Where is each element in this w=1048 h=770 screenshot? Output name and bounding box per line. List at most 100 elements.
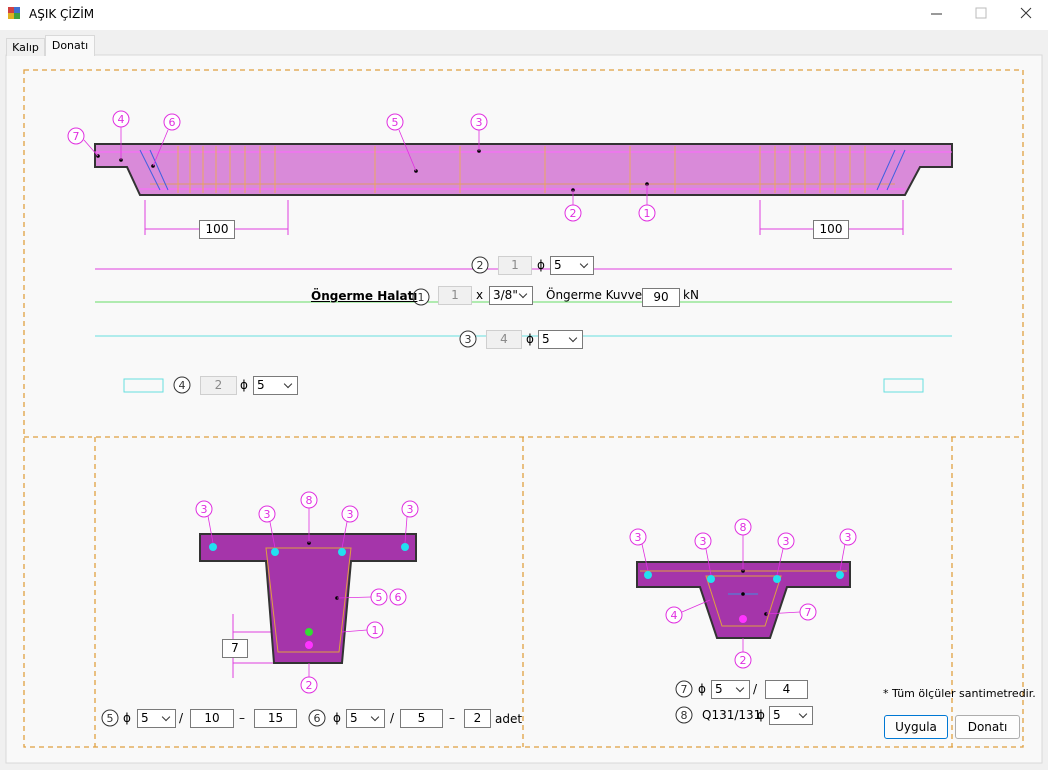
callout-circle	[459, 330, 477, 348]
tab[interactable]: Kalıp	[6, 38, 45, 56]
diagonal-stirrup	[876, 149, 896, 191]
callout-label: 2	[740, 654, 747, 667]
callout-label: 3	[347, 508, 354, 521]
diameter-select[interactable]: 5	[538, 330, 583, 349]
callout-label: 5	[376, 591, 383, 604]
diameter-select[interactable]: 5	[253, 376, 298, 395]
spacing-input[interactable]: 5	[400, 709, 443, 728]
count-input[interactable]: 2	[200, 376, 237, 395]
strand-label: Öngerme Halatı	[311, 289, 418, 303]
callout-label: 2	[306, 679, 313, 692]
apply-button[interactable]: Uygula	[884, 715, 948, 739]
callout-circle	[341, 505, 359, 523]
callout-circle	[675, 680, 693, 698]
diameter-select[interactable]: 5	[137, 709, 176, 728]
slash: /	[179, 711, 184, 725]
callout-label: 7	[681, 683, 688, 696]
diameter-select[interactable]: 5	[346, 709, 385, 728]
count-input[interactable]: 4	[486, 330, 522, 349]
callout-label: 5	[392, 116, 399, 129]
callout-label: 4	[179, 379, 186, 392]
callout-label: 7	[805, 606, 812, 619]
callout-label: 3	[700, 535, 707, 548]
callout-circle	[370, 588, 388, 606]
callout-label: 1	[418, 291, 425, 304]
callout-circle	[258, 505, 276, 523]
callout-label: 3	[476, 116, 483, 129]
callout-circle	[195, 500, 213, 518]
force-input[interactable]: 90	[642, 288, 680, 307]
callout-label: 5	[107, 712, 114, 725]
beam-elevation	[94, 143, 953, 196]
callout-label: 7	[73, 130, 80, 143]
spacing-input[interactable]: 10	[190, 709, 234, 728]
count-input[interactable]: 1	[438, 286, 472, 305]
window-title: AŞIK ÇİZİM	[29, 6, 94, 21]
phi-symbol: ϕ	[123, 711, 131, 725]
callout-circle	[112, 110, 130, 128]
diagonal-stirrup	[139, 149, 161, 191]
close-button[interactable]	[1020, 7, 1032, 19]
slash: /	[753, 682, 758, 696]
callout-circle	[300, 676, 318, 694]
spacing-input[interactable]: 15	[254, 709, 297, 728]
phi-symbol: ϕ	[698, 682, 706, 696]
app-icon	[8, 7, 20, 19]
tab[interactable]: Donatı	[45, 35, 95, 56]
callout-label: 6	[395, 591, 402, 604]
callout-circle	[300, 491, 318, 509]
callout-circle	[366, 621, 384, 639]
callout-circle	[629, 528, 647, 546]
callout-label: 3	[407, 503, 414, 516]
phi-symbol: ϕ	[537, 258, 545, 272]
callout-label: 3	[845, 531, 852, 544]
force-label: Öngerme Kuvveti :	[546, 288, 659, 302]
section-left	[199, 533, 417, 664]
diagonal-stirrup	[149, 149, 169, 191]
callout-leader	[341, 521, 348, 549]
callout-circle	[675, 706, 693, 724]
callout-circle	[665, 606, 683, 624]
diameter-select[interactable]: 5	[769, 706, 813, 725]
callout-label: 4	[118, 113, 125, 126]
unit-label: kN	[683, 288, 699, 302]
rebar-button[interactable]: Donatı	[955, 715, 1020, 739]
section-right	[636, 561, 851, 639]
callout-leader	[681, 599, 711, 613]
dash: –	[449, 711, 455, 725]
dimension-label: 100	[199, 220, 235, 239]
callout-circle	[734, 651, 752, 669]
callout-leader	[398, 129, 417, 172]
mesh-label: Q131/131	[702, 708, 762, 722]
callout-label: 4	[671, 609, 678, 622]
diameter-select[interactable]: 5	[711, 680, 750, 699]
callout-circle	[412, 288, 430, 306]
count-input[interactable]: 2	[464, 709, 491, 728]
maximize-button	[975, 7, 987, 19]
callout-leader	[152, 129, 169, 167]
callout-leader	[404, 516, 408, 544]
phi-symbol: ϕ	[757, 708, 765, 722]
unit-label: adet	[495, 712, 523, 726]
callout-label: 1	[644, 207, 651, 220]
strand-size-select[interactable]: 3/8"	[489, 286, 533, 305]
note: * Tüm ölçüler santimetredir.	[883, 687, 1036, 700]
diameter-select[interactable]: 5	[550, 256, 594, 275]
callout-label: 1	[372, 624, 379, 637]
callout-label: 3	[264, 508, 271, 521]
spacing-input[interactable]: 4	[765, 680, 808, 699]
dimension-label: 7	[222, 639, 248, 658]
callout-leader	[705, 548, 712, 576]
callout-label: 2	[570, 207, 577, 220]
callout-circle	[308, 709, 326, 727]
callout-leader	[341, 629, 368, 633]
callout-leader	[776, 548, 784, 576]
callout-label: 3	[465, 333, 472, 346]
count-input[interactable]: 1	[498, 256, 532, 275]
callout-label: 2	[477, 259, 484, 272]
title-bar	[0, 0, 1048, 30]
callout-circle	[777, 532, 795, 550]
callout-leader	[207, 515, 214, 544]
